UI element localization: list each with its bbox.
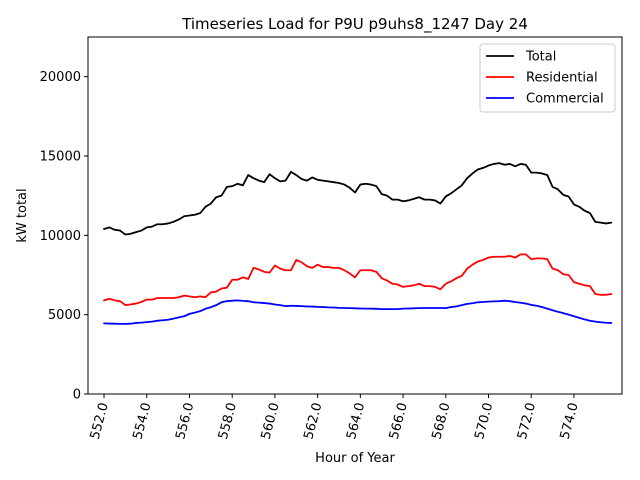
y-tick-label: 5000 <box>48 308 81 323</box>
series-line-commercial <box>103 299 613 325</box>
plot-frame <box>87 36 623 395</box>
series-layer <box>103 162 613 325</box>
legend-box <box>479 43 616 113</box>
y-tick-label: 20000 <box>40 70 81 85</box>
chart-title: Timeseries Load for P9U p9uhs8_1247 Day … <box>181 15 528 34</box>
y-axis-ticks: 0 5000 10000 15000 20000 <box>40 70 88 403</box>
x-axis-label: Hour of Year <box>315 451 395 466</box>
y-axis-label: kW total <box>15 188 30 242</box>
series-line-total <box>103 162 613 236</box>
y-tick-label: 0 <box>73 388 81 403</box>
legend-label-commercial: Commercial <box>526 92 604 107</box>
legend-label-total: Total <box>525 50 556 65</box>
series-line-residential <box>103 253 613 307</box>
y-tick-label: 15000 <box>40 150 81 165</box>
y-tick-label: 10000 <box>40 229 81 244</box>
legend: Total Residential Commercial <box>479 43 616 113</box>
legend-label-residential: Residential <box>526 71 598 86</box>
